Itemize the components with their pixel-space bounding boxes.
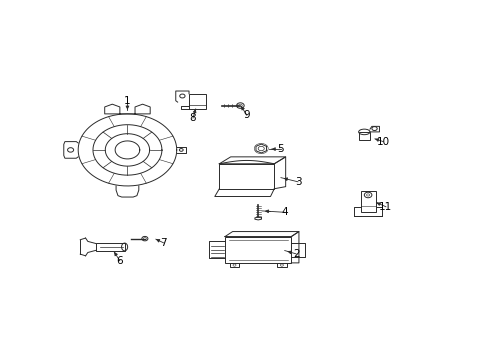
Text: 2: 2 xyxy=(292,249,299,259)
Bar xyxy=(276,263,286,267)
Text: 7: 7 xyxy=(160,238,166,248)
Bar xyxy=(96,243,124,251)
Text: 6: 6 xyxy=(116,256,123,266)
Text: 1: 1 xyxy=(124,96,130,107)
Bar xyxy=(189,94,205,109)
Bar xyxy=(224,237,291,263)
Text: 4: 4 xyxy=(281,207,287,217)
Text: 11: 11 xyxy=(379,202,392,212)
Bar xyxy=(360,191,375,212)
Text: 3: 3 xyxy=(294,177,301,187)
Text: 9: 9 xyxy=(243,110,250,120)
Text: 8: 8 xyxy=(189,113,196,123)
Bar xyxy=(358,132,369,140)
Text: 10: 10 xyxy=(376,136,389,147)
Bar xyxy=(229,263,239,267)
Text: 5: 5 xyxy=(277,144,284,154)
